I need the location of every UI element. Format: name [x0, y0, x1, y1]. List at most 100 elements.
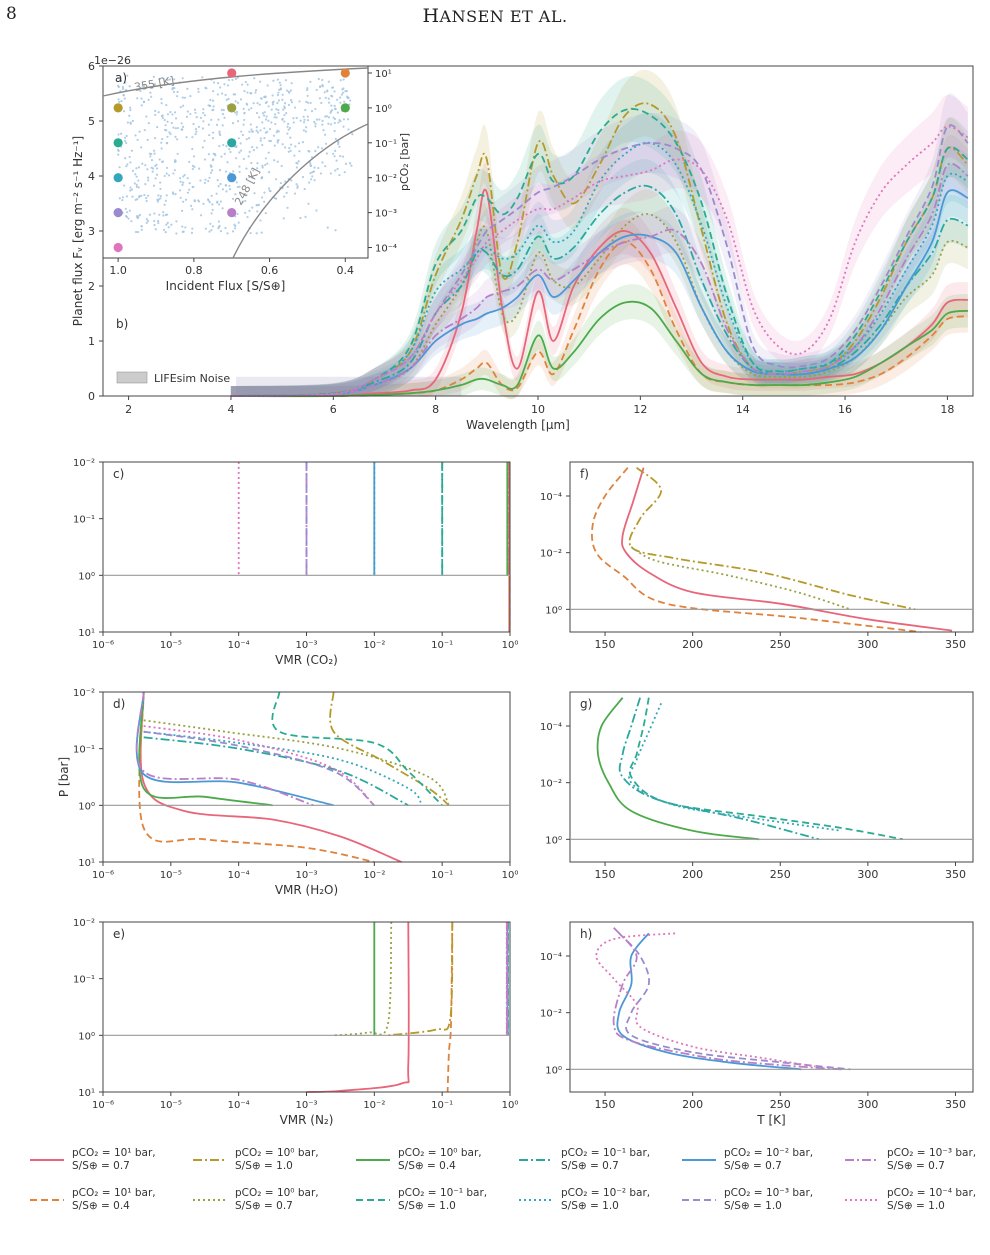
- scatter-point: [169, 132, 172, 136]
- scatter-point: [122, 110, 126, 113]
- scatter-point: [305, 100, 308, 103]
- scatter-point: [274, 122, 277, 126]
- legend-label-line2: S/S⊕ = 0.7: [561, 1160, 619, 1172]
- scatter-point: [233, 227, 237, 230]
- scatter-point: [255, 232, 258, 235]
- scatter-point: [267, 105, 270, 108]
- scatter-point: [217, 118, 220, 121]
- scatter-point: [149, 155, 152, 158]
- inset-marker-c6: [113, 138, 123, 148]
- scatter-point: [224, 93, 227, 97]
- scatter-point: [346, 118, 350, 121]
- inset-marker-c8: [113, 173, 123, 183]
- scatter-point: [276, 78, 280, 81]
- scatter-point: [344, 162, 348, 165]
- vmr-x-tick-label: 10⁻¹: [431, 640, 453, 651]
- scatter-point: [240, 130, 243, 133]
- temperature-x-tick-label: 250: [770, 868, 791, 881]
- scatter-point: [244, 80, 247, 84]
- scatter-point: [210, 212, 213, 215]
- scatter-point: [143, 193, 146, 197]
- scatter-point: [292, 121, 295, 124]
- scatter-point: [224, 184, 227, 187]
- scatter-point: [147, 194, 150, 197]
- scatter-point: [179, 106, 182, 109]
- scatter-point: [337, 142, 340, 146]
- scatter-point: [334, 169, 337, 172]
- scatter-point: [260, 177, 263, 180]
- scatter-point: [226, 161, 229, 164]
- scatter-point: [242, 107, 245, 110]
- scatter-point: [265, 100, 268, 104]
- scatter-point: [211, 136, 215, 140]
- scatter-point: [124, 81, 127, 84]
- legend-label-line2: S/S⊕ = 1.0: [724, 1200, 782, 1212]
- temperature-y-tick-label: 10⁻⁴: [540, 952, 562, 963]
- scatter-point: [124, 157, 127, 160]
- scatter-point: [327, 122, 330, 125]
- legend-label-line2: S/S⊕ = 1.0: [887, 1200, 945, 1212]
- scatter-point: [225, 98, 228, 101]
- scatter-point: [121, 198, 124, 202]
- scatter-point: [284, 180, 287, 183]
- scatter-point: [140, 146, 143, 149]
- scatter-point: [181, 125, 185, 128]
- vmr-line-c3: [387, 921, 454, 1037]
- scatter-point: [208, 133, 211, 137]
- scatter-point: [208, 104, 212, 107]
- scatter-point: [193, 165, 196, 168]
- scatter-point: [249, 231, 252, 235]
- inset-x-tick-label: 0.8: [185, 264, 203, 277]
- scatter-point: [219, 182, 222, 186]
- scatter-point: [117, 133, 120, 136]
- temperature-line-c12: [595, 932, 816, 1068]
- scatter-point: [319, 172, 323, 175]
- scatter-point: [275, 108, 278, 111]
- scatter-point: [244, 199, 247, 203]
- scatter-point: [226, 232, 229, 235]
- scatter-point: [207, 179, 210, 183]
- scatter-point: [298, 150, 301, 153]
- scatter-point: [245, 102, 248, 105]
- legend-entry: pCO₂ = 10⁻² bar,S/S⊕ = 1.0: [519, 1187, 650, 1212]
- scatter-point: [266, 84, 269, 87]
- scatter-point: [270, 108, 273, 111]
- legend-entry: pCO₂ = 10⁻¹ bar,S/S⊕ = 1.0: [356, 1187, 487, 1212]
- panel-f-label: f): [580, 467, 589, 481]
- scatter-point: [146, 176, 150, 179]
- scatter-point: [192, 122, 195, 126]
- scatter-point: [135, 183, 138, 186]
- scatter-point: [310, 110, 314, 113]
- scatter-point: [306, 94, 309, 98]
- scatter-point: [174, 127, 177, 130]
- scatter-point: [317, 77, 320, 81]
- scatter-point: [183, 173, 186, 177]
- scatter-point: [287, 103, 291, 107]
- scatter-point: [218, 144, 221, 148]
- scatter-point: [205, 87, 208, 90]
- scatter-point: [184, 198, 188, 201]
- vmr-x-tick-label: 10⁻²: [363, 640, 385, 651]
- vmr-lines-c: [237, 461, 511, 632]
- scatter-point: [246, 215, 249, 219]
- scatter-point: [154, 113, 157, 117]
- legend-entry: pCO₂ = 10⁰ bar,S/S⊕ = 1.0: [193, 1147, 319, 1172]
- scatter-point: [127, 217, 130, 220]
- scatter-point: [287, 150, 290, 153]
- scatter-point: [161, 137, 164, 141]
- scatter-point: [267, 151, 270, 154]
- spectrum-x-tick-label: 4: [227, 403, 234, 416]
- scatter-point: [209, 171, 213, 174]
- scatter-point: [333, 155, 336, 158]
- scatter-point: [158, 78, 161, 81]
- scatter-point: [157, 111, 160, 114]
- scatter-point: [301, 141, 305, 144]
- scatter-point: [288, 146, 291, 150]
- vmr-line-c1: [306, 921, 410, 1093]
- scatter-point: [152, 75, 155, 78]
- scatter-point: [202, 202, 205, 205]
- scatter-point: [150, 153, 153, 156]
- vmr-line-c5: [138, 691, 273, 807]
- scatter-point: [212, 105, 215, 108]
- scatter-point: [263, 200, 266, 203]
